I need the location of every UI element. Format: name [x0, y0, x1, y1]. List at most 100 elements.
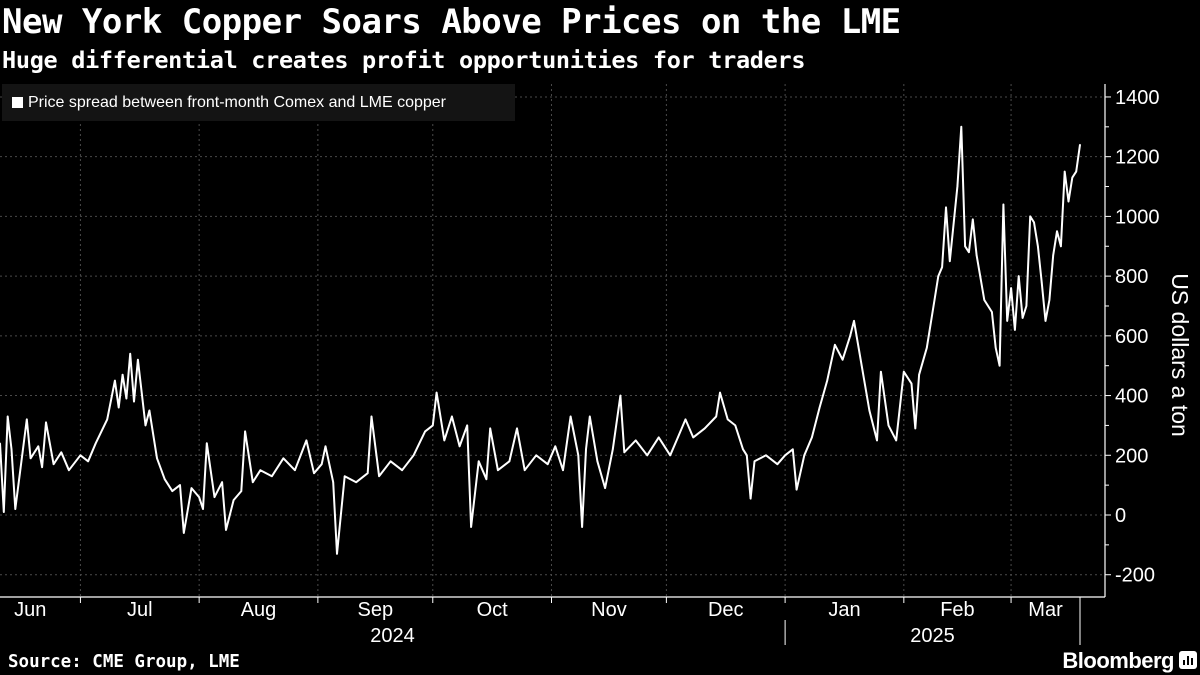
y-tick-label: 1000	[1115, 206, 1160, 228]
legend-label: Price spread between front-month Comex a…	[28, 93, 446, 111]
series-line-0	[0, 125, 1081, 555]
bloomberg-chart-icon	[1179, 651, 1197, 669]
y-tick-label: 600	[1115, 326, 1148, 348]
chart-subtitle: Huge differential creates profit opportu…	[2, 46, 806, 74]
data-point	[213, 496, 216, 498]
data-point	[742, 448, 744, 451]
data-point	[734, 424, 737, 427]
data-point	[294, 469, 296, 472]
data-point	[10, 448, 13, 451]
data-point	[1010, 287, 1012, 289]
data-point	[523, 469, 526, 472]
data-point	[581, 526, 583, 528]
data-point	[508, 460, 511, 463]
data-point	[1002, 203, 1005, 206]
data-point	[945, 206, 947, 209]
data-point	[206, 442, 208, 445]
data-point	[37, 445, 40, 448]
data-point	[853, 320, 855, 322]
data-point	[791, 448, 794, 451]
data-point	[692, 436, 694, 439]
y-tick-label: 0	[1115, 505, 1126, 527]
data-point	[156, 457, 158, 460]
data-point	[803, 454, 806, 457]
x-year-label: 2025	[910, 625, 955, 647]
data-point	[79, 454, 82, 457]
data-point	[569, 415, 572, 418]
data-point	[202, 508, 204, 510]
data-point	[94, 442, 97, 445]
data-point	[114, 379, 116, 382]
data-point	[282, 457, 285, 460]
data-point	[834, 343, 836, 346]
data-point	[784, 454, 786, 457]
data-point	[1006, 320, 1009, 322]
data-point	[619, 394, 622, 397]
data-point	[497, 469, 499, 472]
data-point	[765, 454, 767, 457]
data-point	[749, 497, 752, 500]
data-point	[470, 526, 472, 528]
data-point	[971, 218, 974, 221]
data-point	[669, 454, 672, 457]
data-point	[232, 499, 235, 501]
data-point	[753, 460, 756, 463]
data-point	[485, 478, 488, 480]
data-point	[225, 529, 227, 531]
series-layer	[0, 125, 1081, 555]
data-point	[183, 532, 185, 534]
data-point	[841, 358, 844, 361]
data-point	[1033, 221, 1035, 224]
data-point	[87, 460, 89, 463]
data-point	[137, 358, 139, 361]
data-point	[818, 406, 821, 409]
data-point	[546, 463, 549, 466]
data-point	[776, 463, 779, 466]
data-point	[577, 454, 580, 457]
data-point	[715, 415, 717, 418]
data-point	[1044, 320, 1047, 322]
data-point	[370, 415, 373, 418]
data-point	[389, 460, 392, 463]
bloomberg-logo: Bloomberg	[1062, 648, 1174, 673]
data-point	[535, 454, 537, 457]
data-point	[910, 382, 913, 385]
data-point	[876, 439, 878, 442]
data-point	[1040, 281, 1043, 283]
data-point	[148, 409, 151, 412]
data-point	[378, 475, 380, 477]
data-point	[26, 418, 28, 421]
data-point	[933, 299, 936, 301]
data-point	[1025, 305, 1028, 307]
data-point	[179, 484, 181, 486]
data-point	[960, 126, 963, 128]
data-point	[887, 424, 890, 427]
data-point	[1029, 215, 1032, 218]
legend: Price spread between front-month Comex a…	[2, 84, 515, 121]
data-point	[1063, 170, 1066, 173]
data-point	[320, 463, 323, 466]
data-point	[941, 266, 943, 268]
data-point	[880, 370, 882, 373]
y-tick-label: 400	[1115, 386, 1148, 408]
x-month-label: Nov	[591, 599, 627, 621]
data-point	[964, 245, 966, 248]
data-point	[1075, 170, 1077, 173]
x-month-label: Sep	[358, 599, 394, 621]
data-point	[163, 478, 166, 480]
data-point	[424, 430, 426, 433]
data-point	[431, 424, 434, 427]
x-month-label: Dec	[708, 599, 744, 621]
data-point	[968, 251, 970, 254]
data-point	[588, 415, 591, 418]
data-point	[412, 454, 415, 457]
data-point	[1014, 329, 1016, 331]
data-point	[811, 436, 813, 439]
data-point	[144, 424, 147, 427]
data-point	[566, 442, 568, 445]
data-point	[895, 439, 897, 442]
x-month-label: Feb	[940, 599, 974, 621]
data-point	[998, 364, 1001, 367]
data-point	[623, 451, 626, 454]
data-point	[914, 427, 917, 430]
